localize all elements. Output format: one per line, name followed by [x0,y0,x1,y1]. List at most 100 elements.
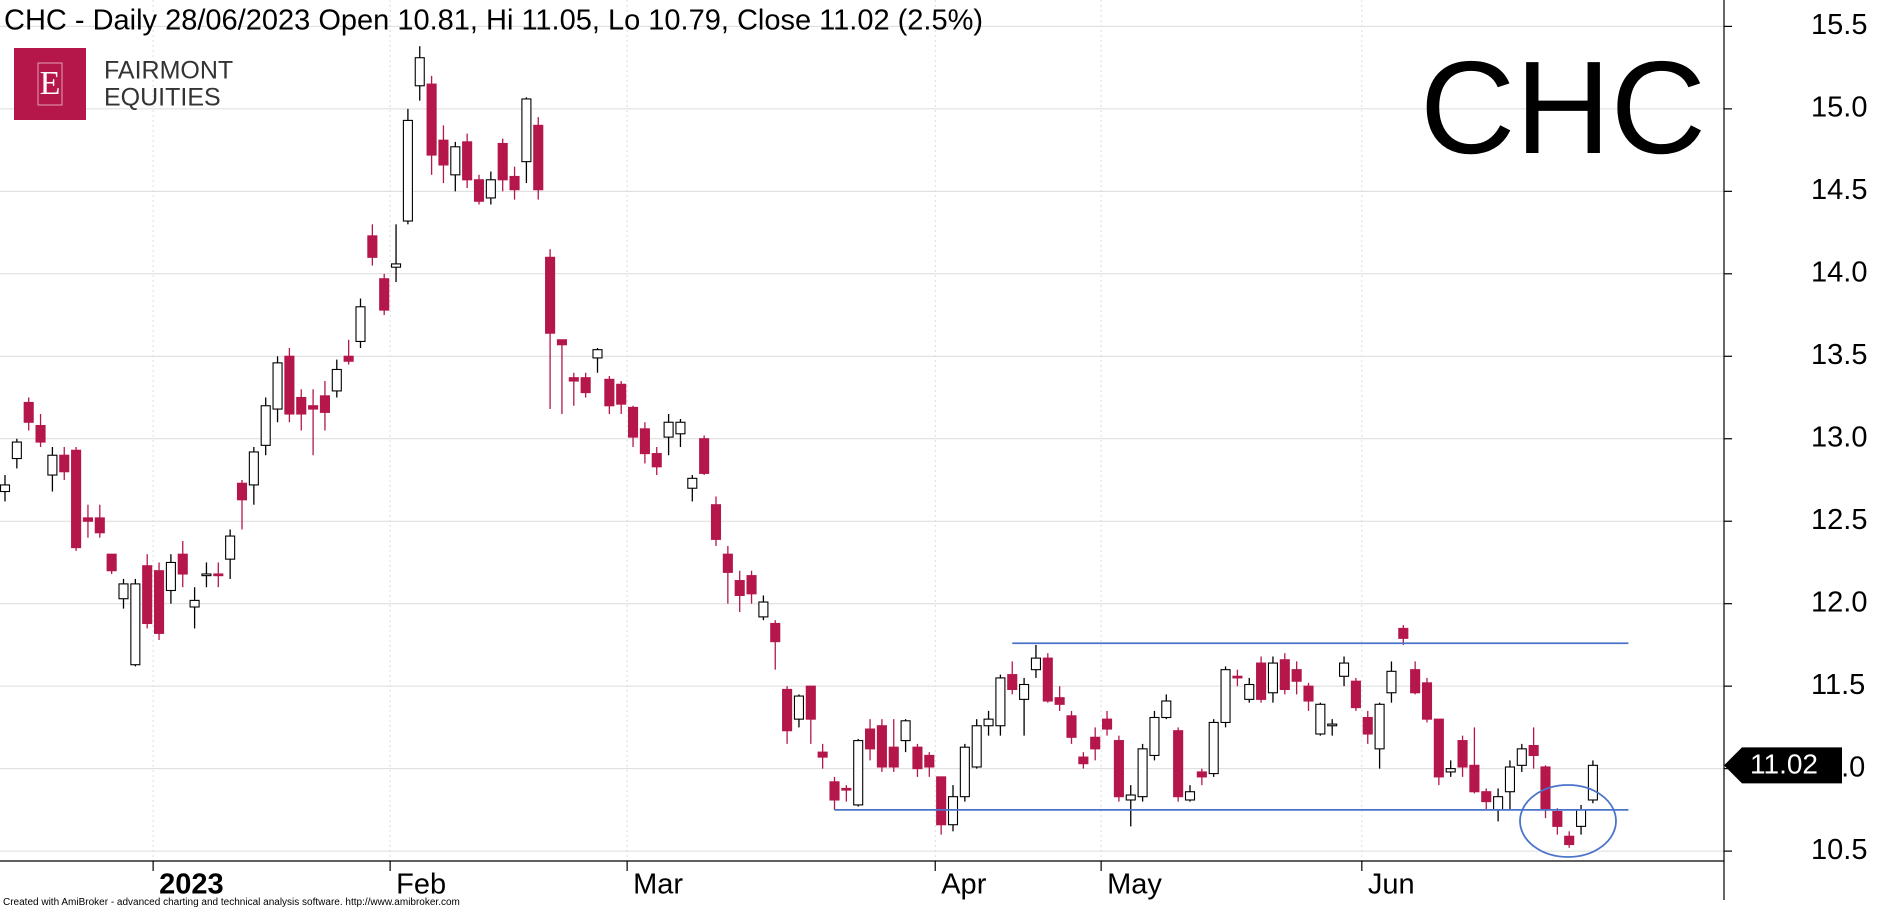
candles [0,46,1598,848]
candle-body [82,517,93,522]
candle-body [367,235,378,258]
candle-body [1256,662,1267,700]
candle-body [355,306,366,342]
candle-body [1007,674,1018,691]
candle-body [1184,791,1196,801]
candle-body [11,441,22,460]
y-tick-label: 10.5 [1811,834,1867,866]
candle-body [1410,669,1421,694]
candle-body [509,175,520,191]
candle-body [699,438,710,474]
x-tick-label: Apr [941,869,986,901]
y-tick-label: 12.5 [1811,504,1867,536]
candle-body [1576,809,1587,827]
highlight-circle [1519,784,1617,858]
candle-body [1279,659,1290,691]
candle-body [959,746,970,798]
candle-body [71,449,82,549]
candle-body [1196,771,1207,778]
candle-body [1090,736,1101,750]
candle-body [663,421,674,438]
candle-body [272,362,283,410]
candle-body [521,98,532,163]
candle-body [450,146,461,176]
candle-body [1528,744,1539,756]
candle-body [1173,730,1184,798]
candle-body [1161,700,1172,719]
candle-body [331,368,342,392]
candle-body [1208,721,1219,775]
candle-body [296,396,307,415]
x-tick-label: Mar [633,869,683,901]
candle-body [438,139,449,166]
candle-body [248,451,259,486]
candle-body [1504,766,1515,793]
candle-body [734,580,745,596]
candle-body [118,583,129,600]
candle-body [580,377,591,394]
y-tick-label: 14.5 [1811,174,1867,206]
x-tick-label: Jun [1368,869,1415,901]
candle-body [1421,682,1433,720]
candle-body [639,428,650,455]
candle-body [888,746,899,768]
candle-body [284,355,295,415]
candle-body [462,141,473,181]
candle-body [1469,764,1480,793]
candle-body [1481,791,1492,803]
candle-body [1042,657,1053,702]
candle-body [1493,796,1504,811]
candle-body [864,728,876,750]
candle-body [1552,810,1563,827]
candle-body [545,256,556,334]
candle-body [1433,718,1444,778]
candle-body [782,688,793,732]
logo-text: EQUITIES [104,84,221,112]
candle-body [1137,748,1148,798]
candle-body [722,553,733,573]
y-tick-label: 13.5 [1811,339,1867,371]
candle-body [142,565,153,625]
candle-body [1102,718,1113,730]
candle-body [379,278,390,311]
candle-body [604,378,615,407]
candle-body [165,561,176,592]
candle-body [260,405,271,446]
candle-body [225,535,236,560]
ticker-label: CHC [1420,34,1706,181]
candle-body [1398,627,1409,639]
y-tick-label: 12.0 [1811,586,1867,618]
candle-body [0,484,11,493]
logo-frame [37,62,63,106]
candle-body [319,395,331,413]
candle-body [1339,662,1350,677]
candle-body [1054,697,1065,705]
candle-body [35,425,46,443]
candle-body [1232,675,1243,679]
candle-body [47,454,58,476]
candle-body [402,119,413,222]
candle-body [1303,685,1314,702]
candle-body [793,695,805,720]
candle-body [1149,716,1160,756]
candle-body [995,677,1006,727]
candle-body [568,377,579,382]
candle-body [971,725,982,768]
candle-body [414,57,425,87]
candle-body [983,718,994,727]
candle-body [177,553,188,575]
candle-body [1362,716,1373,735]
candle-body [1220,669,1231,723]
candle-body [853,740,864,806]
candle-body [1113,740,1124,798]
candle-body [1350,680,1361,709]
y-tick-label: 13.0 [1811,421,1867,453]
candle-body [687,477,698,489]
candle-body [592,349,603,359]
price-tag-label: 11.02 [1750,749,1818,780]
candle-body [236,482,248,501]
price-tag [1724,747,1842,784]
candle-body [746,575,757,595]
candle-body [1078,756,1089,765]
